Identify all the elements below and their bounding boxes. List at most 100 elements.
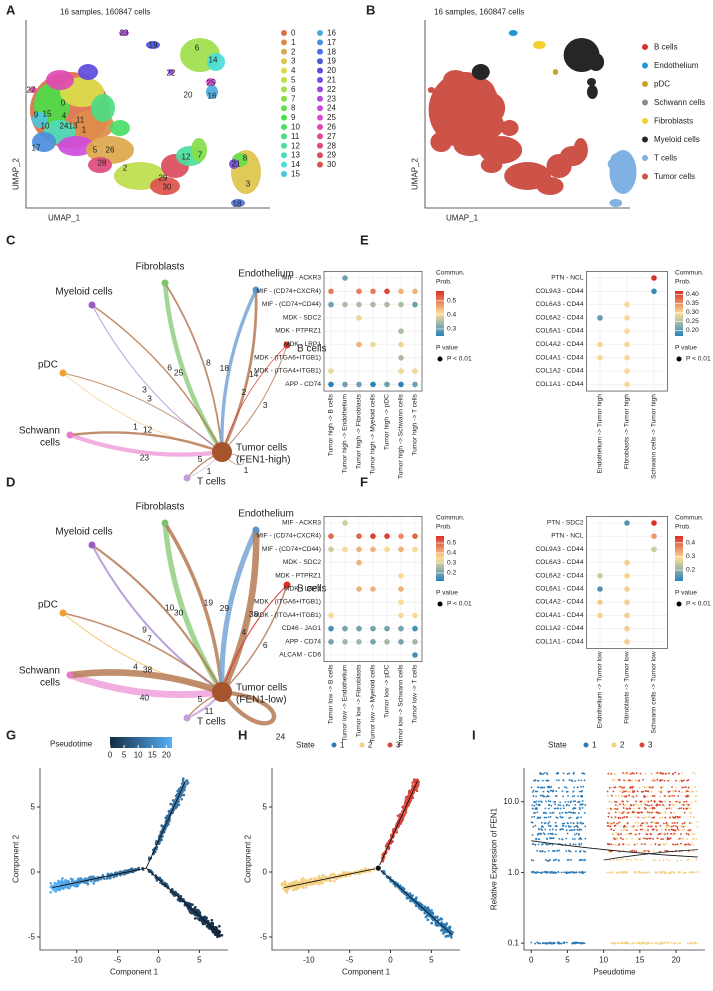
cell-point — [664, 800, 667, 803]
dot — [356, 381, 362, 388]
cell-point — [556, 807, 559, 810]
dot — [356, 639, 362, 645]
cell-point — [559, 828, 562, 831]
cell-point — [625, 807, 628, 810]
cell-point — [644, 871, 647, 874]
cell-point — [570, 811, 573, 814]
legend-swatch — [642, 44, 648, 50]
cell-point — [401, 886, 405, 890]
dot — [384, 639, 390, 645]
legend-swatch — [317, 105, 323, 112]
dot — [342, 625, 348, 632]
cell-point — [572, 843, 575, 846]
cell-point — [625, 833, 628, 836]
cell-point — [648, 871, 651, 874]
cell-point — [584, 850, 587, 853]
cell-point — [544, 807, 547, 810]
cell-point — [685, 843, 688, 846]
cell-point — [535, 795, 537, 798]
cell-point — [615, 801, 618, 803]
dot — [651, 533, 657, 539]
cell-point — [675, 779, 677, 782]
legend-swatch — [611, 742, 617, 748]
cell-point — [580, 795, 582, 798]
cell-point — [538, 942, 541, 945]
cell-point — [320, 881, 324, 884]
cell-point — [684, 791, 687, 793]
cell-point — [676, 821, 679, 824]
colorbar-label: 0.3 — [686, 553, 695, 560]
cell-point — [622, 838, 624, 841]
cell-point — [649, 837, 652, 840]
column-label: Tumor low -> Fibroblasts — [356, 664, 363, 737]
cell-point — [304, 883, 308, 887]
cell-point — [327, 878, 331, 882]
cell-point — [572, 872, 575, 874]
legend-label: 17 — [327, 38, 336, 47]
legend-label: 29 — [327, 151, 336, 160]
cell-point — [549, 789, 552, 792]
cell-point — [644, 816, 647, 819]
cell-point — [624, 828, 627, 830]
axis-label: Component 1 — [342, 968, 391, 977]
cell-point — [531, 871, 534, 873]
cell-point — [683, 801, 686, 803]
cell-point — [627, 779, 630, 782]
cell-point — [534, 942, 537, 945]
cell-point — [655, 942, 658, 945]
cell-point — [623, 942, 625, 944]
cell-point — [551, 871, 554, 874]
cell-point — [308, 883, 312, 886]
node — [183, 714, 191, 722]
cell-point — [553, 850, 556, 853]
edge — [66, 671, 226, 699]
cell-point — [666, 942, 668, 945]
cell-point — [671, 790, 674, 793]
cell-point — [580, 790, 583, 793]
edge-label: 7 — [147, 633, 152, 643]
cell-point — [530, 941, 533, 944]
cell-point — [659, 779, 662, 782]
y-tick-label: 5 — [31, 803, 36, 812]
cell-point — [633, 849, 636, 852]
dot — [651, 546, 657, 553]
cell-point — [651, 790, 654, 793]
cell-point — [171, 799, 175, 802]
cell-point — [642, 790, 645, 793]
legend-swatch — [281, 171, 287, 177]
cell-point — [210, 922, 213, 926]
cell-point — [531, 804, 534, 807]
cell-point — [611, 833, 614, 836]
legend-swatch — [317, 142, 323, 149]
cell-point — [539, 794, 542, 797]
edge-label: 4 — [241, 627, 246, 637]
cell-point — [666, 838, 669, 840]
cell-point — [220, 933, 224, 937]
cell-point — [576, 828, 579, 831]
cell-point — [629, 786, 632, 789]
cell-point — [148, 856, 151, 860]
cell-point — [621, 858, 624, 861]
cell-point — [287, 887, 290, 891]
cell-point — [571, 829, 574, 832]
cell-point — [533, 811, 535, 814]
cell-cluster — [427, 87, 435, 93]
legend-title: Prob. — [436, 279, 452, 286]
dot — [370, 586, 376, 592]
cell-point — [64, 878, 67, 882]
cell-point — [409, 797, 413, 801]
node-label: (FEN1-high) — [236, 455, 290, 466]
legend-swatch — [317, 48, 323, 55]
cell-point — [570, 859, 572, 861]
cell-point — [678, 801, 681, 804]
cell-point — [430, 909, 433, 912]
cell-point — [619, 785, 622, 788]
cell-point — [616, 822, 619, 825]
cell-point — [537, 816, 540, 819]
cell-point — [622, 811, 625, 814]
legend-label: 13 — [291, 151, 300, 160]
cell-point — [400, 810, 404, 813]
cell-point — [211, 929, 214, 932]
cell-point — [635, 942, 638, 944]
cell-point — [665, 842, 668, 845]
